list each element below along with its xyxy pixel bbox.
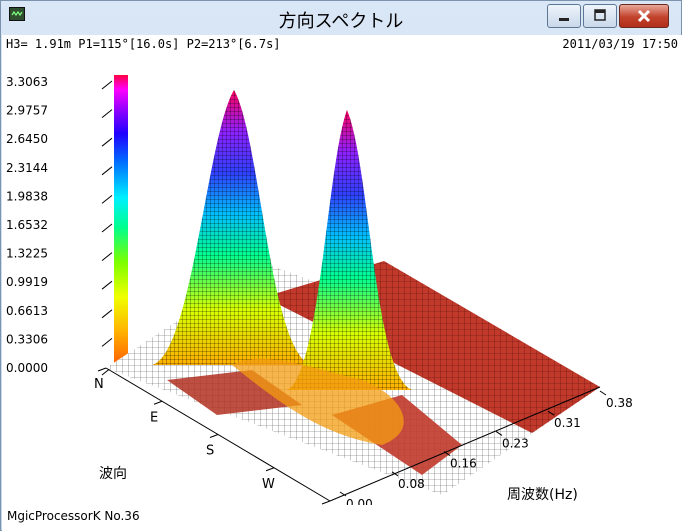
minimize-button[interactable] — [547, 4, 581, 28]
frequency-tick-label: 0.16 — [450, 457, 477, 471]
colorbar-tick — [101, 309, 113, 319]
frequency-tick — [391, 471, 399, 477]
surface-red-patch-2 — [167, 370, 302, 415]
frequency-ticks: 0.00 0.08 0.16 0.23 0.31 0.38 — [339, 390, 633, 505]
colorbar-label: 2.6450 — [6, 132, 48, 146]
frequency-tick-label: 0.38 — [606, 396, 633, 410]
colorbar-ticks: 3.3063 2.9757 2.6450 2.3144 1.9838 1.6532 1.32… — [6, 75, 113, 376]
colorbar-label: 0.3306 — [6, 332, 48, 346]
frequency-tick — [599, 390, 607, 396]
direction-tick — [321, 500, 331, 505]
colorbar-label: 1.6532 — [6, 218, 48, 232]
maximize-icon — [594, 9, 606, 21]
frequency-tick — [495, 430, 503, 436]
minimize-icon — [559, 18, 569, 21]
direction-ticks: NESWN — [94, 367, 331, 505]
colorbar-tick — [101, 166, 113, 176]
frequency-axis-title: 周波数(Hz) — [507, 487, 578, 503]
frequency-tick-label: 0.00 — [346, 497, 373, 505]
colorbar-label: 2.3144 — [6, 161, 48, 175]
colorbar-tick — [101, 109, 113, 118]
peak-2-mesh — [287, 110, 412, 390]
title-bar[interactable]: 方向スペクトル — [1, 1, 681, 35]
close-icon — [637, 9, 651, 23]
direction-tick-label: W — [262, 477, 275, 492]
colorbar-label: 1.3225 — [6, 247, 48, 261]
direction-tick — [265, 467, 275, 472]
footer-label: MgicProcessorK No.36 — [7, 509, 140, 523]
maximize-button[interactable] — [583, 4, 617, 28]
colorbar-label: 3.3063 — [6, 75, 48, 89]
colorbar-label: 0.0000 — [6, 361, 48, 375]
colorbar-tick — [101, 137, 113, 147]
direction-tick-label: N — [94, 377, 104, 392]
colorbar-tick — [101, 195, 113, 204]
frequency-tick-label: 0.23 — [502, 436, 529, 450]
colorbar — [114, 75, 128, 367]
colorbar-tick — [101, 280, 113, 290]
frequency-tick — [547, 410, 555, 416]
datetime-label: 2011/03/19 17:50 — [562, 37, 678, 51]
client-area: H3= 1.91m P1=115°[16.0s] P2=213°[6.7s] 2… — [2, 35, 682, 531]
colorbar-tick — [101, 223, 113, 233]
frequency-tick — [443, 451, 451, 457]
colorbar-label: 2.9757 — [6, 104, 48, 118]
spectrum-plot: 3.3063 2.9757 2.6450 2.3144 1.9838 1.6532 1.32… — [6, 75, 633, 505]
close-button[interactable] — [619, 4, 669, 28]
direction-tick — [153, 400, 163, 405]
direction-tick — [97, 367, 107, 372]
frequency-tick-label: 0.08 — [398, 477, 425, 491]
colorbar-label: 0.6613 — [6, 304, 48, 318]
frequency-tick-label: 0.31 — [554, 416, 581, 430]
direction-tick-label: E — [150, 410, 158, 425]
direction-axis-title: 波向 — [99, 466, 127, 482]
colorbar-tick — [101, 252, 113, 261]
peak-1-mesh — [152, 90, 312, 365]
colorbar-label: 0.9919 — [6, 275, 48, 289]
app-icon[interactable] — [9, 7, 25, 21]
peak-base — [232, 358, 404, 445]
colorbar-label: 1.9838 — [6, 189, 48, 203]
wave-summary: H3= 1.91m P1=115°[16.0s] P2=213°[6.7s] — [6, 37, 281, 51]
frequency-tick — [339, 491, 347, 497]
direction-tick-label: S — [206, 444, 214, 459]
frequency-axis-line — [329, 386, 601, 502]
colorbar-tick — [101, 338, 113, 347]
window-title: 方向スペクトル — [278, 11, 404, 32]
colorbar-tick — [101, 80, 113, 90]
direction-tick — [209, 434, 219, 438]
